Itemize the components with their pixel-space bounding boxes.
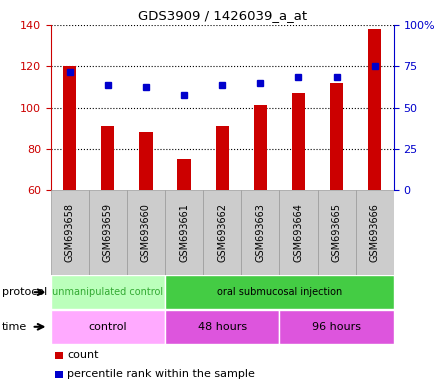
Text: GSM693664: GSM693664 bbox=[293, 203, 304, 262]
Text: GSM693665: GSM693665 bbox=[332, 203, 341, 262]
Bar bbox=[165, 310, 279, 344]
Text: GSM693658: GSM693658 bbox=[65, 203, 75, 262]
Bar bbox=[89, 190, 127, 275]
Bar bbox=[203, 190, 241, 275]
Bar bbox=[216, 126, 229, 190]
Text: control: control bbox=[88, 322, 127, 332]
Text: GSM693663: GSM693663 bbox=[255, 203, 265, 262]
Bar bbox=[279, 310, 394, 344]
Bar bbox=[139, 132, 153, 190]
Text: GSM693666: GSM693666 bbox=[370, 203, 380, 262]
Text: unmanipulated control: unmanipulated control bbox=[52, 287, 163, 297]
Bar bbox=[177, 159, 191, 190]
Text: 96 hours: 96 hours bbox=[312, 322, 361, 332]
Bar bbox=[253, 106, 267, 190]
Bar bbox=[292, 93, 305, 190]
Text: GSM693661: GSM693661 bbox=[179, 203, 189, 262]
Text: count: count bbox=[67, 350, 99, 360]
Bar bbox=[51, 190, 89, 275]
Bar bbox=[318, 190, 356, 275]
Bar bbox=[165, 275, 394, 309]
Bar bbox=[279, 190, 318, 275]
Bar bbox=[51, 275, 165, 309]
Text: protocol: protocol bbox=[2, 287, 48, 297]
Bar bbox=[127, 190, 165, 275]
Text: GSM693659: GSM693659 bbox=[103, 203, 113, 262]
Bar bbox=[368, 29, 381, 190]
Bar bbox=[356, 190, 394, 275]
Bar bbox=[165, 190, 203, 275]
Bar bbox=[51, 310, 165, 344]
Bar bbox=[330, 83, 343, 190]
Text: GSM693662: GSM693662 bbox=[217, 203, 227, 262]
Bar bbox=[241, 190, 279, 275]
Bar bbox=[63, 66, 77, 190]
Bar bbox=[101, 126, 114, 190]
Text: time: time bbox=[2, 322, 27, 332]
Text: oral submucosal injection: oral submucosal injection bbox=[217, 287, 342, 297]
Text: percentile rank within the sample: percentile rank within the sample bbox=[67, 369, 255, 379]
Text: GSM693660: GSM693660 bbox=[141, 203, 151, 262]
Title: GDS3909 / 1426039_a_at: GDS3909 / 1426039_a_at bbox=[138, 9, 307, 22]
Text: 48 hours: 48 hours bbox=[198, 322, 247, 332]
